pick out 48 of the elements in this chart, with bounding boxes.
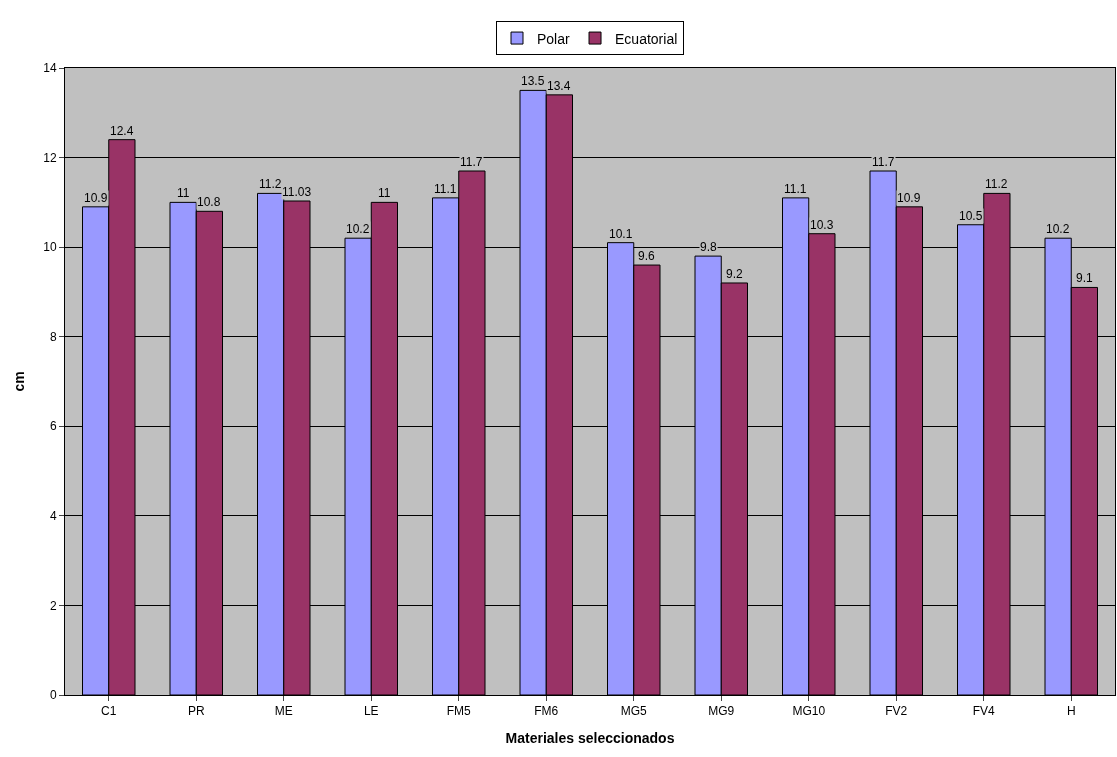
data-label: 9.2 — [726, 267, 744, 281]
x-tick-label: FV2 — [885, 704, 908, 719]
x-tick-label: LE — [363, 704, 379, 719]
legend-label: Polar — [537, 30, 571, 47]
y-tick-label: 12 — [43, 150, 57, 165]
data-label: 11.7 — [872, 155, 895, 169]
x-tick-label: MG10 — [792, 704, 826, 719]
data-label: 11 — [378, 186, 391, 200]
x-tick-label: H — [1066, 704, 1076, 719]
x-tick-label: FM5 — [446, 704, 472, 719]
x-tick-label: MG5 — [620, 704, 648, 719]
x-tick-label: PR — [187, 704, 205, 719]
data-label: 10.5 — [959, 209, 983, 223]
data-label: 10.8 — [197, 195, 221, 209]
data-label: 9.1 — [1076, 271, 1094, 285]
data-label: 11.2 — [985, 177, 1008, 191]
data-label: 10.9 — [897, 191, 921, 205]
data-label: 11.03 — [282, 185, 312, 199]
data-label: 10.9 — [84, 191, 108, 205]
data-label: 9.8 — [700, 240, 718, 254]
data-label: 13.4 — [547, 79, 571, 93]
x-tick-label: ME — [274, 704, 293, 719]
x-tick-label: MG9 — [708, 704, 735, 719]
legend-label: Ecuatorial — [615, 30, 678, 47]
y-tick-label: 14 — [43, 61, 57, 76]
x-tick-label: C1 — [101, 704, 117, 719]
data-label: 10.2 — [1046, 222, 1070, 236]
data-label: 10.3 — [810, 218, 834, 232]
data-label: 13.5 — [521, 74, 545, 88]
y-tick-label: 10 — [43, 240, 57, 255]
y-tick-label: 4 — [49, 509, 57, 524]
y-tick-label: 2 — [49, 598, 57, 613]
data-label: 12.4 — [110, 124, 134, 138]
data-label: 10.2 — [346, 222, 370, 236]
y-axis-title: cm — [10, 371, 27, 392]
y-tick-label: 0 — [49, 688, 57, 703]
x-axis-title: Materiales seleccionados — [505, 729, 675, 746]
y-tick-label: 6 — [49, 419, 57, 434]
data-label: 11.2 — [259, 177, 282, 191]
data-label: 11.7 — [460, 155, 483, 169]
x-tick-label: FM6 — [534, 704, 559, 719]
y-tick-label: 8 — [49, 329, 57, 344]
x-tick-label: FV4 — [972, 704, 996, 719]
data-label: 10.1 — [609, 227, 633, 241]
data-label: 11.1 — [434, 182, 457, 196]
data-label: 11.1 — [784, 182, 807, 196]
data-label: 11 — [177, 186, 190, 200]
data-label: 9.6 — [638, 249, 656, 263]
